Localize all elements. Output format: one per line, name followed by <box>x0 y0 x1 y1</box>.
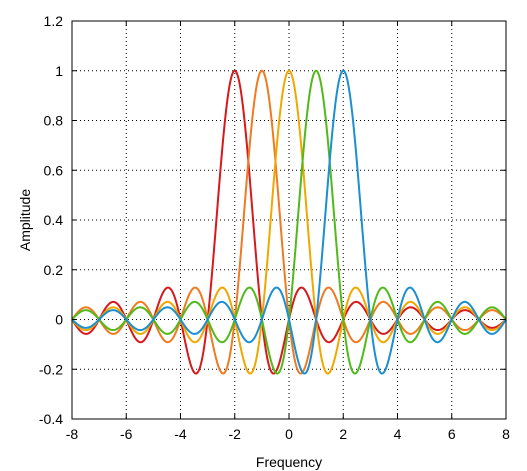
x-tick-label: 6 <box>448 426 456 442</box>
y-tick-label: 0.4 <box>44 212 64 228</box>
x-tick-label: -4 <box>174 426 187 442</box>
y-axis-label: Amplitude <box>17 189 33 251</box>
grid-layer <box>72 21 506 419</box>
x-tick-label: 8 <box>502 426 510 442</box>
x-tick-label: -6 <box>120 426 133 442</box>
y-tick-label: 0 <box>55 312 63 328</box>
y-tick-label: 1 <box>55 63 63 79</box>
x-tick-label: -2 <box>229 426 242 442</box>
tick-label-layer: -8 -6 -4 -2 0 2 4 6 8 -0.4 -0.2 0 0.2 0.4 0.6 0.8 1 1.2 <box>39 13 510 442</box>
y-tick-label: 0.2 <box>44 262 64 278</box>
y-tick-label: 0.6 <box>44 162 64 178</box>
x-tick-label: -8 <box>66 426 79 442</box>
x-tick-label: 2 <box>339 426 347 442</box>
y-tick-label: 0.8 <box>44 113 64 129</box>
x-tick-label: 0 <box>285 426 293 442</box>
series-line-center-1 <box>71 69 507 375</box>
x-tick-label: 4 <box>394 426 402 442</box>
y-tick-label: -0.4 <box>39 411 63 427</box>
series-layer <box>71 69 507 375</box>
series-line-center-0 <box>71 69 507 375</box>
series-line-center-2 <box>71 69 507 375</box>
y-tick-label: -0.2 <box>39 361 63 377</box>
tick-layer <box>71 20 507 420</box>
x-axis-label: Frequency <box>256 454 322 470</box>
y-tick-label: 1.2 <box>44 13 64 29</box>
